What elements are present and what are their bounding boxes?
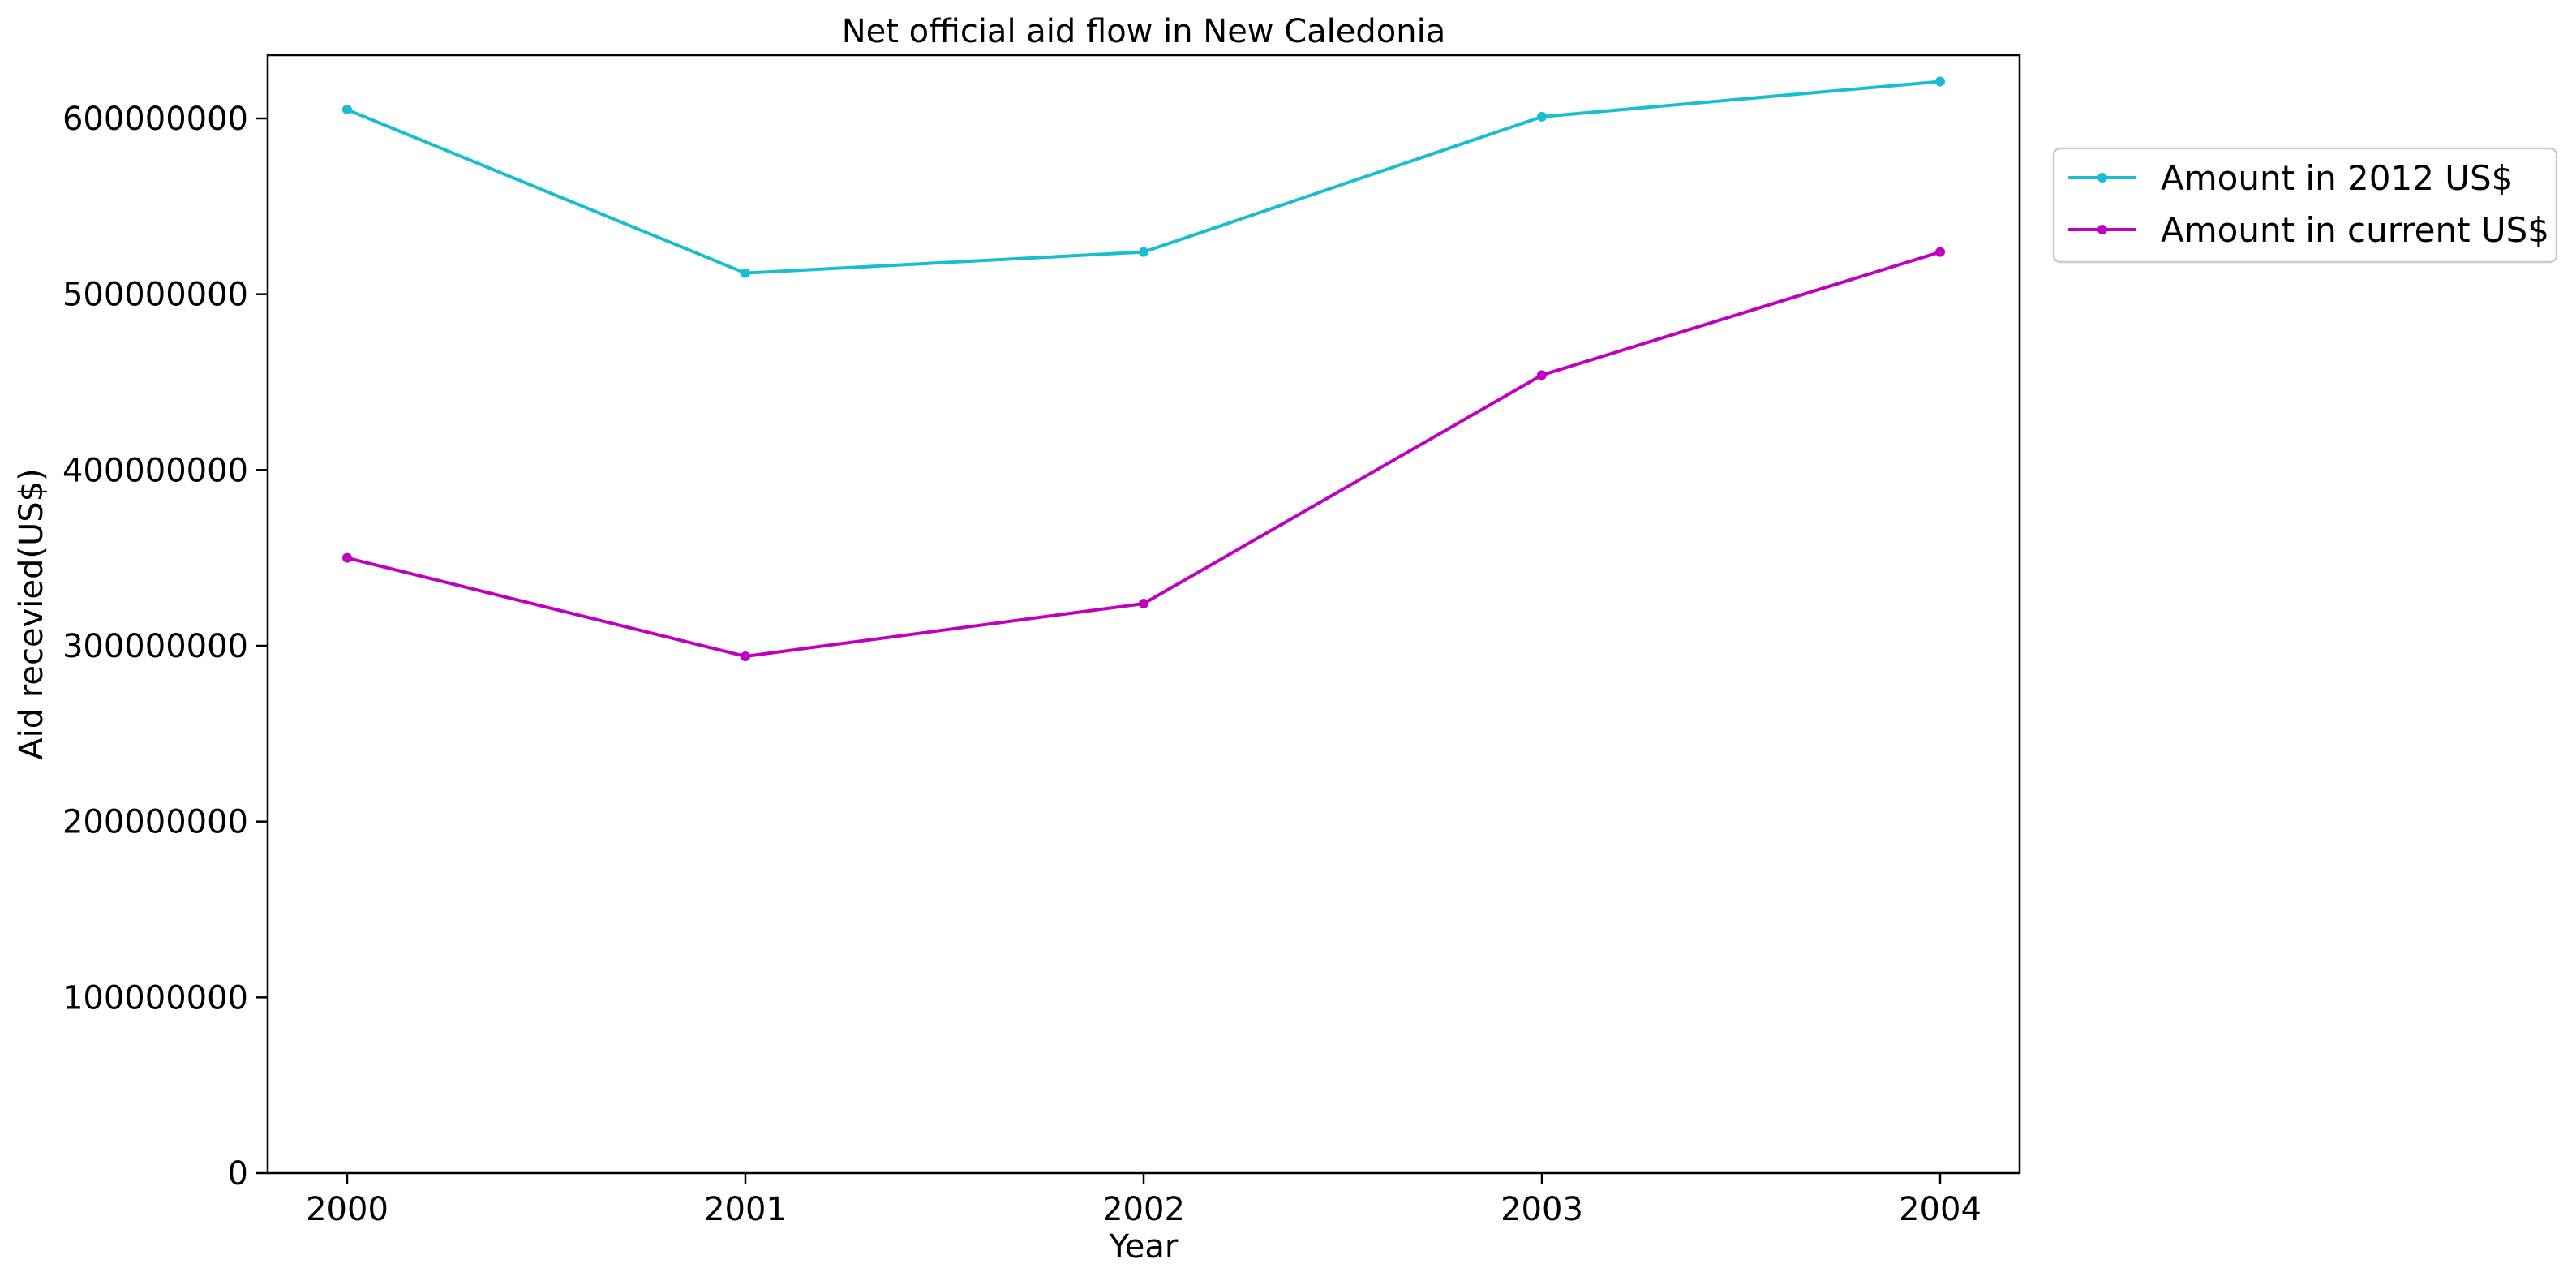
legend-entry-2012-usd: Amount in 2012 US$	[2161, 158, 2513, 198]
data-point	[342, 105, 352, 115]
data-point	[1935, 247, 1945, 257]
y-tick-label: 500000000	[62, 277, 248, 314]
plot-frame	[266, 54, 2021, 1175]
y-tick-label: 0	[228, 1155, 248, 1193]
x-tick-label: 2004	[1899, 1191, 1981, 1228]
x-tick-label: 2001	[704, 1191, 787, 1228]
x-tick-label: 2000	[306, 1191, 389, 1228]
data-point	[1537, 370, 1547, 380]
x-axis-label: Year	[1109, 1228, 1179, 1266]
y-tick-label: 400000000	[62, 452, 248, 489]
chart-title: Net official aid flow in New Caledonia	[842, 13, 1446, 50]
x-axis-ticks: 2000 2001 2002 2003 2004	[306, 1173, 1981, 1228]
data-point	[1139, 599, 1148, 608]
data-point	[1537, 111, 1547, 122]
data-point	[342, 552, 352, 563]
y-axis-ticks: 0 100000000 200000000 300000000 400000000 500…	[62, 101, 268, 1193]
y-tick-label: 600000000	[62, 101, 248, 138]
series-layer	[342, 76, 1945, 661]
legend-marker-current-usd	[2097, 225, 2107, 234]
legend: Amount in 2012 US$ Amount in current US$	[2052, 147, 2558, 264]
x-tick-label: 2002	[1102, 1191, 1185, 1228]
x-tick-label: 2003	[1501, 1191, 1583, 1228]
y-tick-label: 100000000	[62, 979, 248, 1017]
data-point	[741, 268, 750, 278]
y-tick-label: 300000000	[62, 628, 248, 665]
legend-entry-current-usd: Amount in current US$	[2161, 210, 2549, 250]
y-tick-label: 200000000	[62, 804, 248, 841]
y-axis-label: Aid recevied(US$)	[13, 468, 50, 759]
legend-marker-2012-usd	[2097, 173, 2107, 183]
data-point	[1935, 76, 1945, 87]
data-point	[1139, 247, 1148, 257]
legend-box	[2052, 147, 2558, 264]
data-point	[741, 651, 750, 661]
